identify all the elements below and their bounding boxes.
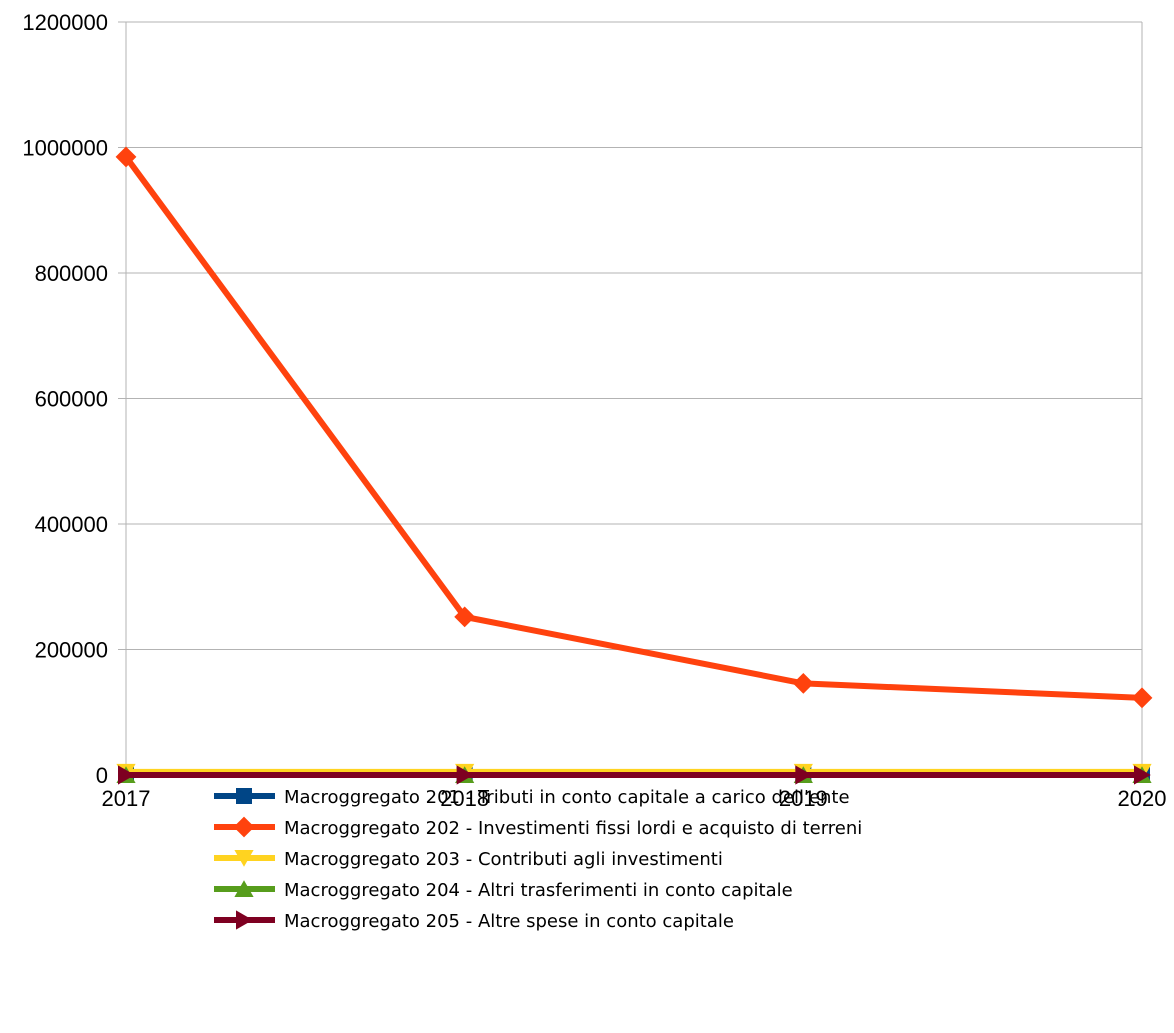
- legend: Macroggregato 201 - Tributi in conto cap…: [214, 787, 862, 932]
- legend-label: Macroggregato 201 - Tributi in conto cap…: [284, 787, 850, 808]
- data-point: [792, 672, 814, 694]
- legend-label: Macroggregato 202 - Investimenti fissi l…: [284, 818, 862, 839]
- x-tick-label: 2017: [102, 786, 151, 811]
- grid: [126, 21, 1142, 650]
- y-tick-label: 400000: [35, 512, 108, 537]
- legend-swatch-marker: [236, 788, 252, 804]
- series-line: [123, 155, 1143, 701]
- legend-item: Macroggregato 205 - Altre spese in conto…: [214, 910, 734, 932]
- legend-item: Macroggregato 201 - Tributi in conto cap…: [214, 787, 850, 808]
- legend-swatch-marker: [236, 910, 253, 930]
- data-point: [115, 146, 137, 168]
- legend-item: Macroggregato 202 - Investimenti fissi l…: [214, 816, 862, 839]
- x-axis-tick-labels: 2017 2018 2019 2020: [102, 786, 1167, 811]
- y-tick-label: 0: [96, 763, 108, 788]
- legend-label: Macroggregato 204 - Altri trasferimenti …: [284, 880, 793, 901]
- x-tick-label: 2018: [440, 786, 489, 811]
- x-tick-label: 2020: [1118, 786, 1167, 811]
- x-tick-label: 2019: [779, 786, 828, 811]
- legend-swatch-marker: [233, 816, 255, 838]
- series-5: [118, 765, 1151, 785]
- data-point: [795, 765, 813, 785]
- series-lines: [115, 146, 1153, 785]
- series-2: [115, 146, 1153, 709]
- legend-swatch-marker: [234, 880, 254, 897]
- y-tick-label: 600000: [35, 387, 108, 412]
- axes: [118, 21, 1143, 783]
- legend-item: Macroggregato 203 - Contributi agli inve…: [214, 849, 723, 870]
- y-axis-tick-labels: 0 200000 400000 600000 800000 1000000 1200000: [22, 10, 108, 788]
- data-point: [1131, 687, 1153, 709]
- data-point: [1134, 765, 1151, 785]
- legend-swatch-marker: [234, 850, 254, 867]
- legend-label: Macroggregato 203 - Contributi agli inve…: [284, 849, 723, 870]
- y-tick-label: 800000: [35, 261, 108, 286]
- data-point: [118, 765, 135, 785]
- y-tick-label: 200000: [35, 638, 108, 663]
- legend-item: Macroggregato 204 - Altri trasferimenti …: [214, 880, 793, 901]
- y-tick-label: 1200000: [22, 10, 108, 35]
- data-point: [456, 765, 474, 785]
- y-tick-label: 1000000: [22, 136, 108, 161]
- legend-label: Macroggregato 205 - Altre spese in conto…: [284, 911, 734, 932]
- data-point: [454, 606, 476, 628]
